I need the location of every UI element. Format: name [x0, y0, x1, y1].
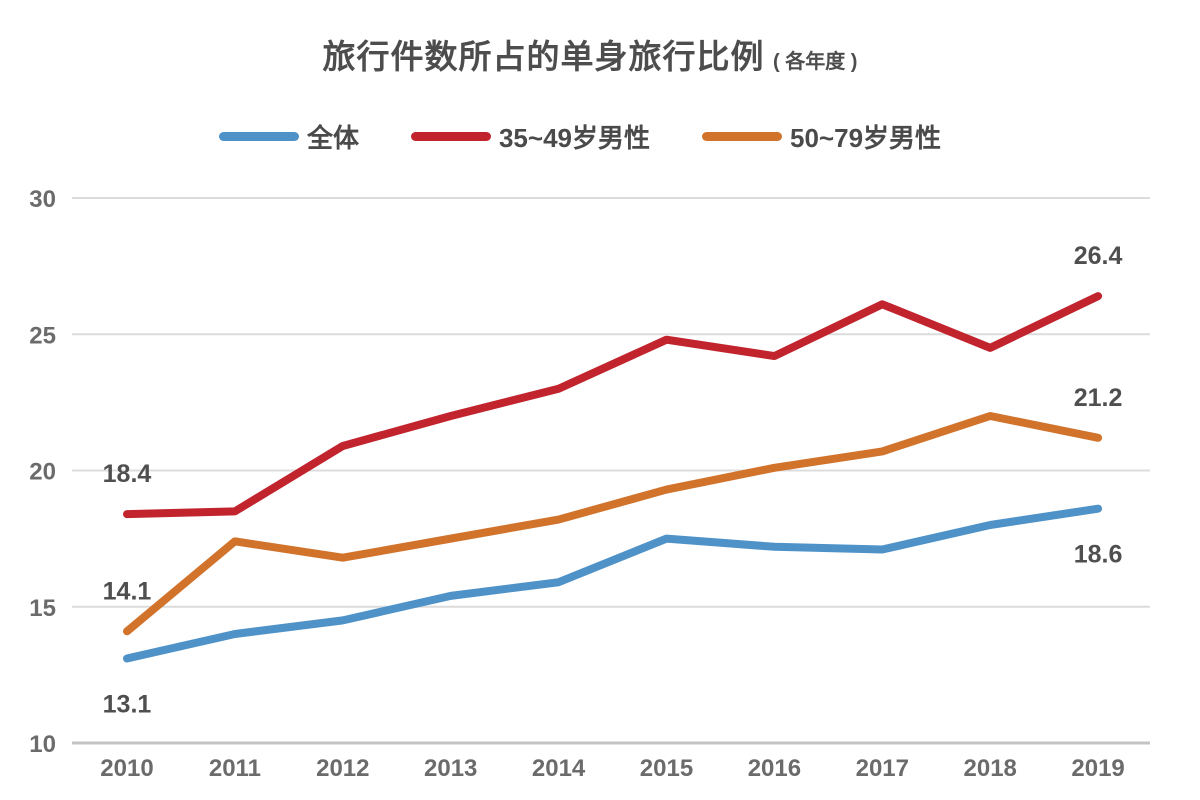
x-tick-label-2016: 2016	[748, 755, 801, 782]
legend-swatch-male-35-49	[410, 132, 491, 141]
x-tick-label-2018: 2018	[964, 755, 1017, 782]
x-tick-label-2011: 2011	[209, 755, 261, 782]
y-tick-label-15: 15	[29, 595, 56, 622]
series-line-1	[123, 292, 1103, 519]
x-tick-label-2017: 2017	[856, 755, 909, 782]
chart-title: 旅行件数所占的单身旅行比例 ( 各年度 )	[0, 30, 1180, 78]
legend-swatch-all	[218, 132, 299, 141]
x-tick-label-2019: 2019	[1071, 755, 1124, 782]
legend-label-all: 全体	[306, 123, 359, 153]
data-label-21.2: 21.2	[1074, 384, 1123, 412]
legend-swatch-male-50-79	[702, 132, 782, 141]
legend-item-male-50-79: 50~79岁男性	[702, 118, 941, 155]
chart-legend: 全体 35~49岁男性 50~79岁男性	[0, 118, 1160, 155]
y-tick-label-25: 25	[29, 322, 56, 349]
x-tick-label-2013: 2013	[424, 755, 477, 782]
x-tick-label-2010: 2010	[100, 755, 153, 782]
legend-item-male-35-49: 35~49岁男性	[410, 118, 650, 155]
data-label-18.4: 18.4	[103, 460, 152, 488]
chart-title-main: 旅行件数所占的单身旅行比例	[322, 38, 765, 75]
legend-label-male-50-79: 50~79岁男性	[790, 123, 942, 153]
y-tick-label-30: 30	[29, 186, 56, 213]
data-label-18.6: 18.6	[1074, 541, 1123, 569]
y-tick-label-20: 20	[29, 459, 56, 486]
series-line-2	[123, 412, 1103, 636]
x-tick-label-2014: 2014	[532, 755, 586, 782]
legend-label-male-35-49: 35~49岁男性	[498, 123, 650, 153]
x-tick-label-2012: 2012	[316, 755, 369, 782]
legend-item-all: 全体	[218, 118, 359, 155]
y-tick-label-10: 10	[29, 731, 56, 758]
data-label-13.1: 13.1	[103, 691, 152, 719]
chart-title-suffix: ( 各年度 )	[773, 51, 858, 73]
series-line-0	[123, 504, 1103, 663]
data-label-26.4: 26.4	[1074, 242, 1123, 270]
x-tick-label-2015: 2015	[640, 755, 693, 782]
data-label-14.1: 14.1	[103, 577, 152, 605]
